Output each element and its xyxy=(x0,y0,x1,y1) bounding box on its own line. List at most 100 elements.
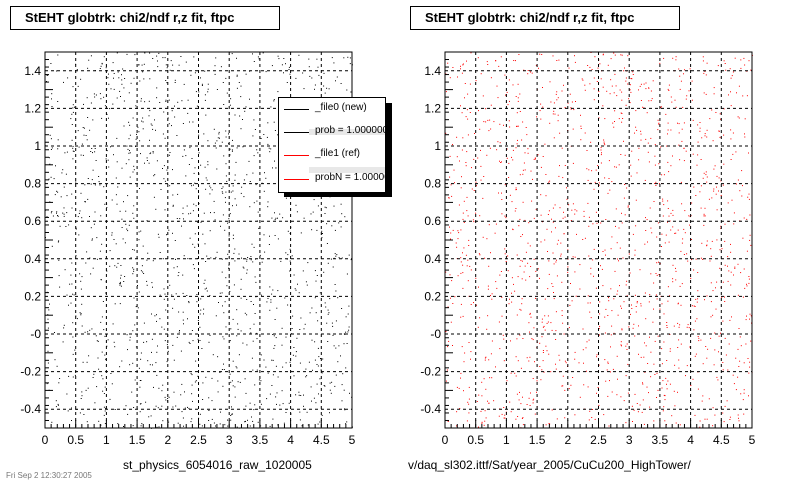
data-point xyxy=(732,132,734,134)
data-point xyxy=(133,270,135,272)
data-point xyxy=(348,305,350,307)
data-point xyxy=(71,139,73,141)
data-point xyxy=(466,265,468,267)
data-point xyxy=(611,236,613,238)
data-point xyxy=(85,262,87,264)
data-point xyxy=(86,97,88,99)
data-point xyxy=(81,391,83,393)
data-point xyxy=(152,58,154,59)
data-point xyxy=(228,143,229,145)
data-point xyxy=(188,407,190,409)
data-point xyxy=(718,190,719,192)
data-point xyxy=(67,77,69,79)
data-point xyxy=(481,421,483,423)
data-point xyxy=(164,209,166,211)
data-point xyxy=(516,125,518,127)
data-point xyxy=(724,264,726,266)
data-point xyxy=(242,266,244,268)
data-point xyxy=(240,330,242,332)
data-point xyxy=(182,207,184,209)
data-point xyxy=(613,126,615,128)
data-point xyxy=(736,92,737,94)
data-point xyxy=(678,367,680,369)
data-point xyxy=(58,259,60,261)
data-point xyxy=(333,62,335,64)
data-point xyxy=(156,320,157,322)
data-point xyxy=(522,201,524,203)
data-point xyxy=(635,199,637,201)
data-point xyxy=(677,322,679,324)
x-tick-label: 5 xyxy=(749,433,756,447)
data-point xyxy=(164,137,166,139)
data-point xyxy=(613,332,615,334)
data-point xyxy=(700,257,702,259)
data-point xyxy=(488,402,490,404)
data-point xyxy=(584,84,586,86)
data-point xyxy=(466,151,468,153)
data-point xyxy=(479,128,481,130)
data-point xyxy=(686,365,688,367)
data-point xyxy=(548,260,550,262)
data-point xyxy=(490,295,491,297)
y-tick-label: -0.4 xyxy=(20,402,41,416)
data-point xyxy=(138,239,140,241)
data-point xyxy=(116,97,118,99)
data-point xyxy=(300,317,302,319)
data-point xyxy=(466,196,468,198)
data-point xyxy=(204,94,206,96)
data-point xyxy=(266,398,268,400)
data-point xyxy=(593,99,595,101)
data-point xyxy=(717,65,719,67)
data-point xyxy=(555,261,557,263)
data-point xyxy=(71,113,73,115)
data-point xyxy=(645,345,647,347)
data-point xyxy=(546,228,548,230)
data-point xyxy=(345,423,347,425)
data-point xyxy=(349,392,350,394)
data-point xyxy=(271,359,273,361)
data-point xyxy=(240,288,242,290)
data-point xyxy=(501,192,502,194)
data-point xyxy=(626,295,628,297)
data-point xyxy=(467,215,469,217)
data-point xyxy=(198,253,200,255)
data-point xyxy=(234,114,236,116)
data-point xyxy=(240,85,242,87)
data-point xyxy=(196,294,198,295)
data-point xyxy=(462,212,464,214)
data-point xyxy=(289,270,291,272)
data-point xyxy=(515,187,517,189)
data-point xyxy=(170,60,172,62)
data-point xyxy=(174,116,176,118)
data-point xyxy=(520,403,522,405)
data-point xyxy=(146,341,148,343)
data-point xyxy=(487,285,489,287)
data-point xyxy=(511,277,513,279)
data-point xyxy=(185,175,187,177)
data-point xyxy=(662,215,664,217)
data-point xyxy=(222,305,223,307)
data-point xyxy=(702,363,704,365)
data-point xyxy=(334,385,336,387)
data-point xyxy=(650,273,652,275)
data-point xyxy=(152,151,154,152)
data-point xyxy=(211,418,213,420)
data-point xyxy=(588,255,590,257)
data-point xyxy=(156,97,158,99)
data-point xyxy=(331,322,333,324)
data-point xyxy=(113,341,115,343)
data-point xyxy=(142,128,144,130)
data-point xyxy=(677,303,679,305)
data-point xyxy=(202,382,204,384)
data-point xyxy=(706,418,708,420)
data-point xyxy=(605,380,607,382)
data-point xyxy=(66,195,68,197)
data-point xyxy=(261,294,262,296)
data-point xyxy=(145,401,147,403)
data-point xyxy=(188,302,190,304)
data-point xyxy=(491,377,493,379)
data-point xyxy=(65,173,67,175)
data-point xyxy=(697,388,699,390)
data-point xyxy=(658,274,660,275)
data-point xyxy=(334,284,336,285)
